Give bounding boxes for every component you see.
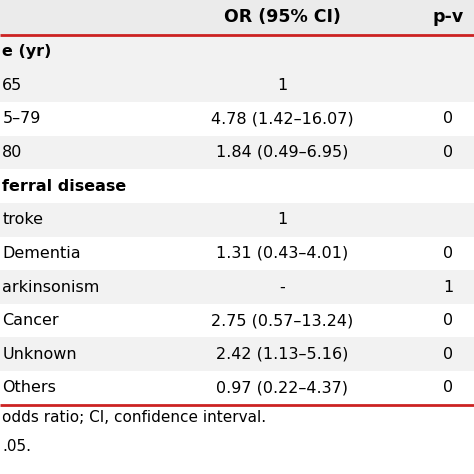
- Bar: [0, 169, 474, 203]
- Text: 0: 0: [443, 347, 453, 362]
- Text: ferral disease: ferral disease: [2, 179, 127, 193]
- Bar: [0, 337, 474, 371]
- Text: .05.: .05.: [2, 439, 31, 454]
- Text: 4.78 (1.42–16.07): 4.78 (1.42–16.07): [211, 111, 353, 126]
- Text: 0.97 (0.22–4.37): 0.97 (0.22–4.37): [216, 381, 348, 395]
- Text: 1: 1: [277, 212, 287, 227]
- Text: Dementia: Dementia: [2, 246, 81, 261]
- Text: 0: 0: [443, 111, 453, 126]
- Bar: [0, 68, 474, 102]
- Text: 0: 0: [443, 246, 453, 261]
- Text: 1: 1: [443, 280, 453, 294]
- Text: arkinsonism: arkinsonism: [2, 280, 100, 294]
- Text: Others: Others: [2, 381, 56, 395]
- Text: 0: 0: [443, 313, 453, 328]
- Text: 2.75 (0.57–13.24): 2.75 (0.57–13.24): [211, 313, 353, 328]
- Bar: [0, 203, 474, 237]
- Bar: [0, 136, 474, 169]
- Text: 1.84 (0.49–6.95): 1.84 (0.49–6.95): [216, 145, 348, 160]
- Bar: [0, 0, 474, 35]
- Bar: [0, 35, 474, 68]
- Text: Unknown: Unknown: [2, 347, 77, 362]
- Text: -: -: [279, 280, 285, 294]
- Text: p-v: p-v: [432, 9, 464, 26]
- Text: 5–79: 5–79: [2, 111, 41, 126]
- Text: troke: troke: [2, 212, 43, 227]
- Text: 0: 0: [443, 381, 453, 395]
- Text: 65: 65: [2, 78, 23, 92]
- Text: 0: 0: [443, 145, 453, 160]
- Text: 2.42 (1.13–5.16): 2.42 (1.13–5.16): [216, 347, 348, 362]
- Text: odds ratio; CI, confidence interval.: odds ratio; CI, confidence interval.: [2, 410, 266, 426]
- Text: 80: 80: [2, 145, 23, 160]
- Text: Cancer: Cancer: [2, 313, 59, 328]
- Bar: [0, 102, 474, 136]
- Text: 1.31 (0.43–4.01): 1.31 (0.43–4.01): [216, 246, 348, 261]
- Text: OR (95% CI): OR (95% CI): [224, 9, 340, 26]
- Bar: [0, 270, 474, 304]
- Bar: [0, 371, 474, 405]
- Bar: [0, 237, 474, 270]
- Text: e (yr): e (yr): [2, 44, 52, 59]
- Text: 1: 1: [277, 78, 287, 92]
- Bar: [0, 304, 474, 337]
